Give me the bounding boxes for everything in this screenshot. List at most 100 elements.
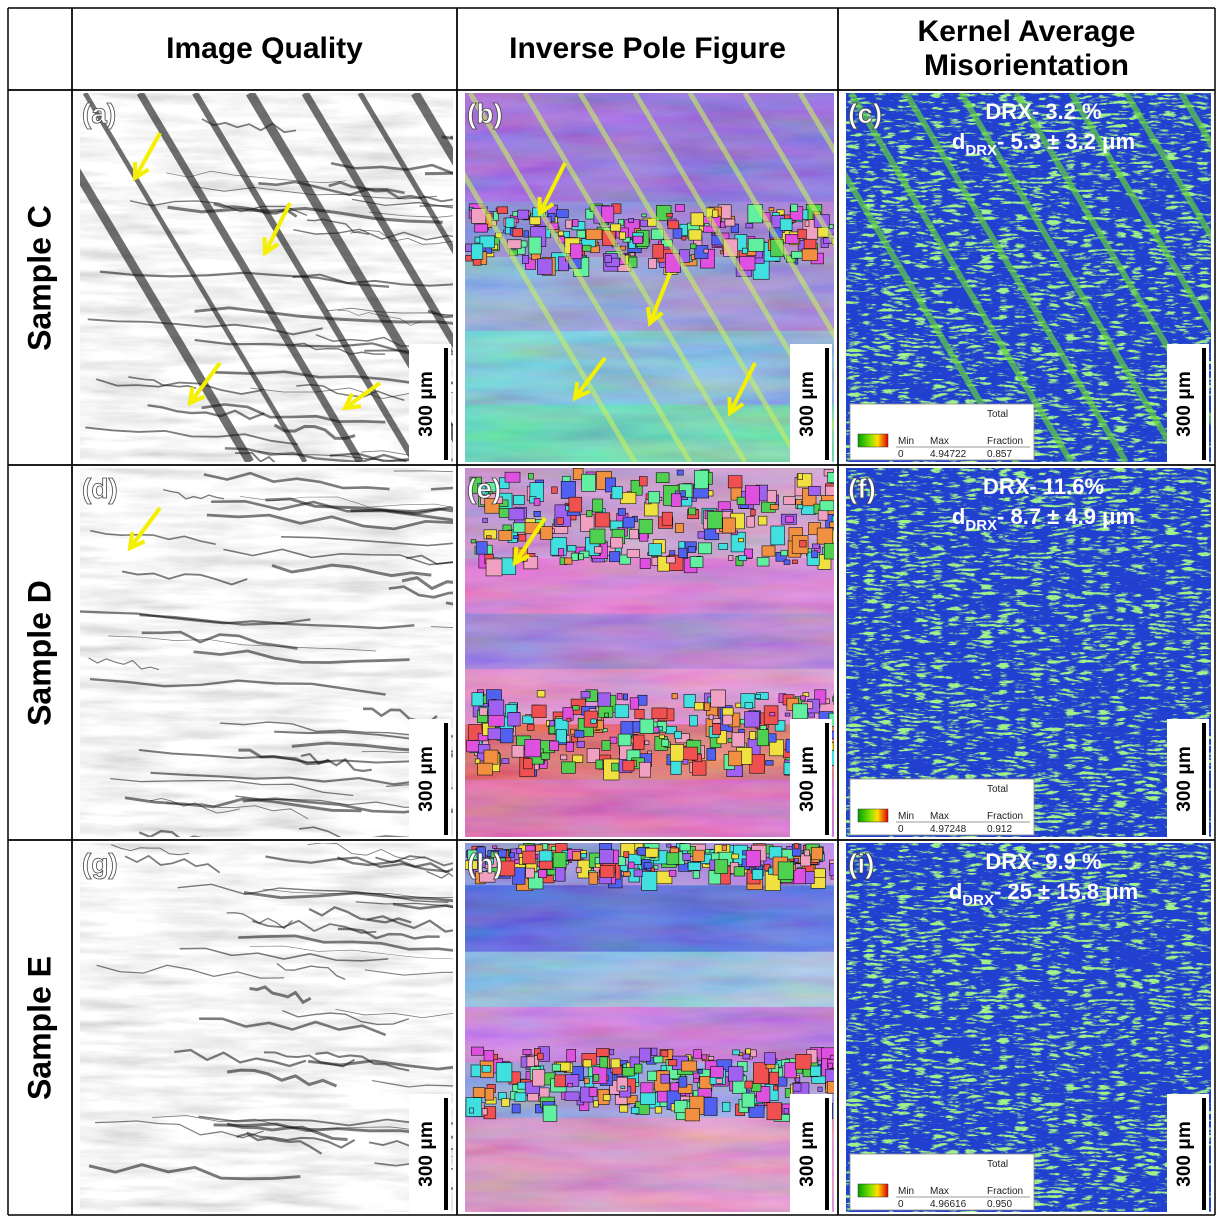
- grain: [757, 730, 769, 746]
- grain: [824, 543, 837, 559]
- grain: [629, 218, 634, 222]
- legend-min: 0: [898, 824, 904, 835]
- grain: [728, 476, 742, 488]
- drx-size-symbol: d: [949, 879, 962, 904]
- grain: [576, 867, 581, 872]
- grain: [691, 213, 704, 226]
- grain: [825, 486, 835, 497]
- legend-min: 0: [898, 449, 904, 460]
- grain: [618, 734, 631, 746]
- grain: [534, 498, 540, 505]
- grain: [623, 517, 634, 528]
- grain: [471, 244, 482, 259]
- legend-max-label: Max: [930, 811, 949, 822]
- scale-bar-label: 300 μm: [797, 371, 818, 437]
- grain: [469, 1108, 473, 1113]
- legend-max-label: Max: [930, 1186, 949, 1197]
- grain: [488, 728, 501, 739]
- grain: [621, 1086, 625, 1089]
- grain: [670, 745, 683, 762]
- scale-bar-label: 300 μm: [797, 1121, 818, 1187]
- grain: [537, 259, 552, 275]
- grain: [791, 204, 798, 212]
- grain: [689, 508, 696, 515]
- grain: [719, 544, 728, 550]
- legend-colorbar: [858, 434, 888, 447]
- grain: [633, 735, 644, 749]
- grain: [571, 553, 578, 560]
- grain: [628, 862, 634, 868]
- grain: [671, 760, 681, 774]
- row-label: Sample D: [22, 580, 59, 726]
- panel-label: (d): [82, 473, 118, 504]
- grain: [814, 869, 826, 878]
- grain: [596, 760, 603, 769]
- grain: [679, 548, 687, 558]
- grain: [762, 546, 775, 556]
- grain: [795, 1054, 811, 1069]
- grain: [634, 1064, 642, 1073]
- grain: [769, 1072, 778, 1084]
- grain: [623, 694, 627, 700]
- grain: [647, 1071, 656, 1080]
- grain: [651, 1048, 657, 1056]
- grain: [812, 544, 819, 549]
- grain: [500, 729, 513, 743]
- grain: [569, 497, 582, 512]
- grain: [798, 229, 807, 238]
- grain: [567, 545, 576, 551]
- grain: [610, 737, 617, 743]
- grain: [716, 1079, 722, 1084]
- grain: [532, 1070, 544, 1087]
- legend-min-label: Min: [898, 811, 914, 822]
- grain: [582, 474, 596, 491]
- grain: [521, 241, 527, 247]
- grain: [508, 713, 520, 726]
- legend-fraction: 0.912: [987, 824, 1012, 835]
- grain: [532, 705, 546, 718]
- grain: [573, 852, 581, 860]
- grain: [482, 1066, 491, 1073]
- grain: [669, 870, 676, 876]
- grain: [817, 528, 833, 544]
- grain: [633, 236, 643, 244]
- grain: [757, 557, 769, 566]
- micrograph-panel: (h)300 μm: [465, 841, 845, 1214]
- grain: [733, 1050, 740, 1055]
- grain: [530, 217, 541, 225]
- grain: [515, 859, 520, 863]
- grain: [605, 256, 611, 263]
- grain: [694, 703, 703, 710]
- grain: [590, 529, 605, 544]
- grain: [534, 511, 541, 516]
- grain: [609, 552, 619, 562]
- grain: [785, 1062, 797, 1077]
- grain: [499, 531, 512, 541]
- grain: [646, 848, 659, 857]
- grain: [471, 1047, 483, 1055]
- grain: [829, 522, 836, 528]
- grain: [486, 559, 502, 576]
- scale-bar-label: 300 μm: [416, 746, 437, 812]
- grain: [818, 1087, 822, 1091]
- grain: [589, 1087, 597, 1096]
- grain: [536, 845, 543, 851]
- grain: [793, 1084, 801, 1092]
- grain: [496, 1063, 512, 1082]
- grain: [809, 486, 821, 495]
- grain: [683, 760, 688, 765]
- grain: [483, 518, 488, 522]
- grain: [639, 476, 647, 485]
- grain: [480, 708, 488, 716]
- grain: [512, 1104, 520, 1113]
- grain: [707, 748, 716, 760]
- grain: [675, 524, 683, 533]
- grain: [552, 1064, 560, 1071]
- grain: [828, 472, 837, 482]
- grain: [679, 1077, 687, 1088]
- row-label: Sample C: [22, 205, 59, 351]
- grain: [561, 481, 575, 498]
- grain: [675, 731, 682, 738]
- ipf-texture: [465, 843, 834, 1212]
